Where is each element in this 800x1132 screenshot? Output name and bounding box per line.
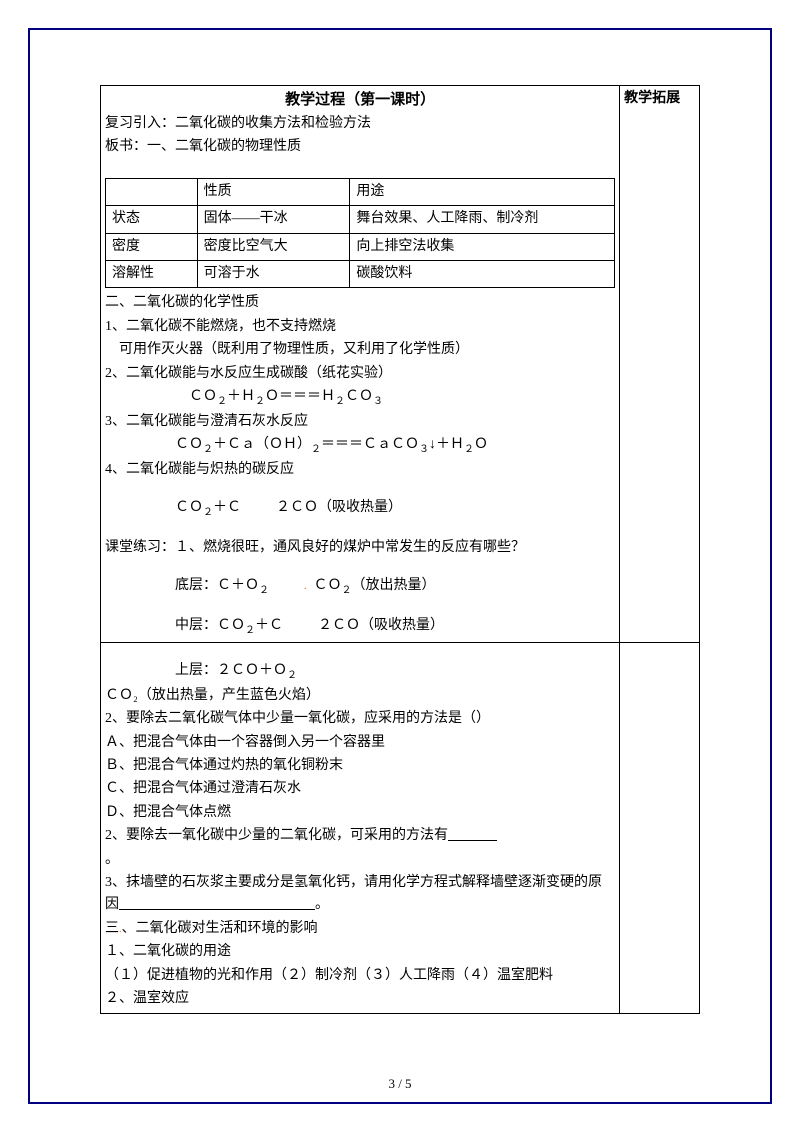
point-4: 4、二氧化碳能与炽热的碳反应 xyxy=(105,459,615,481)
main-layout-table: 教学过程（第一课时） 复习引入：二氧化碳的收集方法和检验方法 板书：一、二氧化碳… xyxy=(100,85,700,1014)
right-header-cell: 教学拓展 xyxy=(620,86,700,643)
period-line: 。 xyxy=(105,849,615,871)
equation-top: 上层：２ＣＯ＋Ｏ２ xyxy=(105,660,615,684)
table-row: 密度 密度比空气大 向上排空法收集 xyxy=(106,233,615,260)
properties-table: 性质 用途 状态 固体——干冰 舞台效果、人工降雨、制冷剂 密度 密度比空气大 … xyxy=(105,178,615,289)
table-cell: 溶解性 xyxy=(106,260,198,287)
table-cell: 状态 xyxy=(106,206,198,233)
lesson-content-lower: 上层：２ＣＯ＋Ｏ２ ＣＯ₂（放出热量，产生蓝色火焰） 2、要除去二氧化碳气体中少… xyxy=(101,643,620,1014)
point-2: 2、二氧化碳能与水反应生成碳酸（纸花实验） xyxy=(105,363,615,385)
table-row: 状态 固体——干冰 舞台效果、人工降雨、制冷剂 xyxy=(106,206,615,233)
section2-title: 二、二氧化碳的化学性质 xyxy=(105,292,615,314)
equation-2: ＣＯ２＋Ｃａ（ＯＨ）２＝＝＝ＣａＣＯ３↓＋Ｈ２Ｏ xyxy=(105,434,615,458)
equation-3: ＣＯ２＋Ｃ ２ＣＯ（吸收热量） xyxy=(105,497,615,521)
equation-1: ＣＯ２＋Ｈ２Ｏ＝＝＝Ｈ２ＣＯ３ xyxy=(105,386,615,410)
point-1b: 可用作灭火器（既利用了物理性质，又利用了化学性质） xyxy=(105,339,615,361)
page-number: 3 / 5 xyxy=(0,1076,800,1092)
option-c: Ｃ、把混合气体通过澄清石灰水 xyxy=(105,778,615,800)
option-b: Ｂ、把混合气体通过灼热的氧化铜粉末 xyxy=(105,755,615,777)
table-cell: 可溶于水 xyxy=(197,260,350,287)
point-3: 3、二氧化碳能与澄清石灰水反应 xyxy=(105,411,615,433)
section3-p3: ２、温室效应 xyxy=(105,988,615,1010)
table-row: 溶解性 可溶于水 碳酸饮料 xyxy=(106,260,615,287)
section3-p1: １、二氧化碳的用途 xyxy=(105,941,615,963)
content-area: 教学过程（第一课时） 复习引入：二氧化碳的收集方法和检验方法 板书：一、二氧化碳… xyxy=(100,85,700,1014)
option-d: Ｄ、把混合气体点燃 xyxy=(105,802,615,824)
header-cell: 用途 xyxy=(350,178,615,205)
header-cell xyxy=(106,178,198,205)
equation-middle: 中层：ＣＯ２＋Ｃ ２ＣＯ（吸收热量） xyxy=(105,615,615,639)
table-cell: 密度比空气大 xyxy=(197,233,350,260)
option-a: Ａ、把混合气体由一个容器倒入另一个容器里 xyxy=(105,732,615,754)
board-writing: 板书：一、二氧化碳的物理性质 xyxy=(105,136,615,158)
lesson-title: 教学过程（第一课时） xyxy=(105,88,615,112)
question-2: 2、要除去二氧化碳气体中少量一氧化碳，应采用的方法是（） xyxy=(105,708,615,730)
review-intro: 复习引入：二氧化碳的收集方法和检验方法 xyxy=(105,113,615,135)
table-cell: 碳酸饮料 xyxy=(350,260,615,287)
lesson-content-upper: 教学过程（第一课时） 复习引入：二氧化碳的收集方法和检验方法 板书：一、二氧化碳… xyxy=(101,86,620,643)
table-header-row: 性质 用途 xyxy=(106,178,615,205)
table-cell: 固体——干冰 xyxy=(197,206,350,233)
right-empty-cell xyxy=(620,643,700,1014)
question-2b: 2、要除去一氧化碳中少量的二氧化碳，可采用的方法有 xyxy=(105,825,615,847)
exercise-title: 课堂练习：１、燃烧很旺，通风良好的煤炉中常发生的反应有哪些？ xyxy=(105,537,615,559)
table-cell: 密度 xyxy=(106,233,198,260)
section3-title: 三.、二氧化碳对生活和环境的影响 xyxy=(105,918,615,940)
table-cell: 舞台效果、人工降雨、制冷剂 xyxy=(350,206,615,233)
co2-note: ＣＯ₂（放出热量，产生蓝色火焰） xyxy=(105,685,615,707)
point-1: 1、二氧化碳不能燃烧，也不支持燃烧 xyxy=(105,316,615,338)
section3-p2: （１）促进植物的光和作用（２）制冷剂（３）人工降雨（４）温室肥料 xyxy=(105,965,615,987)
equation-bottom: 底层：Ｃ＋Ｏ２ . ＣＯ２（放出热量） xyxy=(105,575,615,599)
header-cell: 性质 xyxy=(197,178,350,205)
question-3: 3、抹墙壁的石灰浆主要成分是氢氧化钙，请用化学方程式解释墙壁逐渐变硬的原因 。 xyxy=(105,872,615,917)
table-cell: 向上排空法收集 xyxy=(350,233,615,260)
